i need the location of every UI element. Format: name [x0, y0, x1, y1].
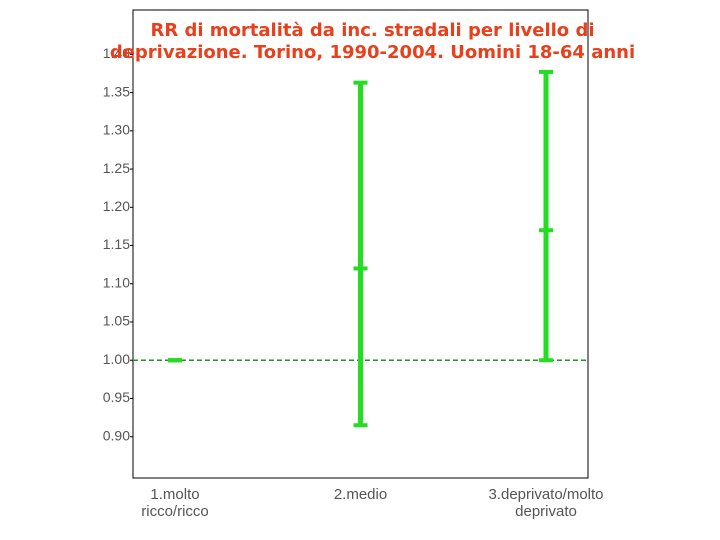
x-tick-label: 2.medio — [333, 486, 388, 503]
y-tick-label: 1.25 — [103, 160, 130, 176]
y-tick-label: 0.90 — [103, 427, 130, 443]
y-tick-label: 1.40 — [103, 45, 130, 61]
y-tick-label: 1.15 — [103, 236, 130, 252]
chart-title: RR di mortalità da inc. stradali per liv… — [109, 20, 636, 63]
plot-frame — [132, 9, 589, 479]
x-tick-label: 1.molto ricco/ricco — [141, 486, 209, 520]
x-tick-label: 3.deprivato/molto deprivato — [488, 486, 604, 520]
y-tick-label: 1.30 — [103, 122, 130, 138]
y-tick-label: 1.05 — [103, 313, 130, 329]
y-tick-label: 0.95 — [103, 389, 130, 405]
y-tick-label: 1.35 — [103, 83, 130, 99]
y-tick-label: 1.10 — [103, 274, 130, 290]
y-tick-label: 1.00 — [103, 351, 130, 367]
y-tick-label: 1.20 — [103, 198, 130, 214]
